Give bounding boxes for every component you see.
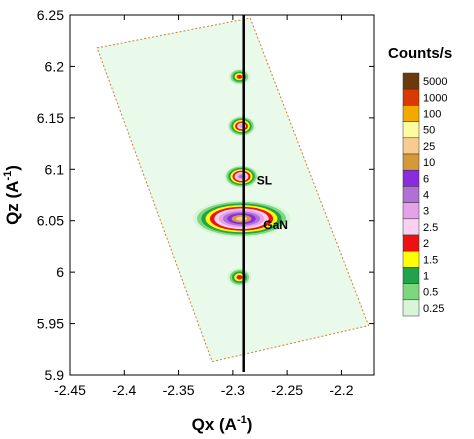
colorbar-label: 1.5 bbox=[423, 254, 438, 266]
colorbar-swatch bbox=[402, 169, 420, 187]
x-tick-label: -2.3 bbox=[221, 382, 245, 398]
y-tick-label: 6.1 bbox=[45, 161, 65, 177]
colorbar-swatch bbox=[402, 186, 420, 203]
y-tick-label: 5.95 bbox=[37, 316, 64, 332]
colorbar-label: 2 bbox=[423, 238, 429, 250]
colorbar-swatch bbox=[402, 153, 420, 171]
colorbar-label: 2.5 bbox=[423, 222, 438, 234]
y-tick-label: 6.2 bbox=[45, 58, 65, 74]
colorbar-swatch bbox=[402, 202, 420, 220]
y-axis: 5.9 5.95 6 6.05 6.1 6.15 6.2 6.25 bbox=[37, 7, 374, 383]
colorbar-swatch bbox=[402, 299, 420, 317]
y-axis-title-main: Qz (A bbox=[3, 181, 22, 225]
y-tick-label: 6.25 bbox=[37, 7, 64, 23]
annotations: SL GaN bbox=[257, 174, 288, 232]
colorbar-swatch bbox=[402, 234, 420, 252]
colorbar-label: 5000 bbox=[423, 76, 447, 88]
colorbar-label: 1000 bbox=[423, 92, 447, 104]
peak bbox=[224, 165, 259, 188]
x-axis-title-sup: -1 bbox=[237, 414, 247, 426]
x-axis-title: Qx (A-1) bbox=[192, 414, 253, 434]
peak-contour bbox=[236, 275, 243, 280]
colorbar-swatch bbox=[402, 121, 420, 139]
y-tick-label: 6.05 bbox=[37, 213, 64, 229]
peak bbox=[192, 200, 291, 238]
plot-frame bbox=[69, 14, 375, 376]
colorbar-swatch bbox=[402, 283, 420, 301]
peak-contour bbox=[236, 74, 243, 79]
colorbar-label: 6 bbox=[423, 173, 429, 185]
x-axis-title-main: Qx (A bbox=[192, 415, 237, 434]
colorbar-swatch bbox=[402, 88, 420, 106]
colorbar-label: 0.25 bbox=[423, 303, 444, 315]
colorbar-swatch bbox=[402, 72, 420, 90]
x-axis-title-end: ) bbox=[247, 415, 253, 434]
peak bbox=[227, 268, 252, 287]
scan-region-boundary bbox=[96, 17, 370, 363]
peak-annotation: GaN bbox=[263, 218, 288, 232]
x-axis: -2.45 -2.4 -2.35 -2.3 -2.25 -2.2 bbox=[54, 15, 354, 398]
colorbar-swatch bbox=[402, 218, 420, 236]
x-tick-label: -2.45 bbox=[54, 382, 86, 398]
y-tick-label: 5.9 bbox=[45, 367, 65, 383]
colorbar-swatch bbox=[402, 250, 420, 268]
colorbar-label: 10 bbox=[423, 157, 435, 169]
colorbar-title: Counts/s bbox=[388, 45, 452, 62]
colorbar-label: 100 bbox=[423, 109, 441, 121]
colorbar-label: 4 bbox=[423, 190, 429, 202]
peak-contour bbox=[235, 216, 248, 221]
colorbar-legend: Counts/s 5000 1000 100 50 25 10 6 4 3 2.5 2 1.5 1 0.5… bbox=[388, 45, 452, 317]
peak bbox=[227, 115, 256, 137]
x-tick-label: -2.35 bbox=[163, 382, 195, 398]
y-axis-title-sup: -1 bbox=[2, 171, 14, 181]
colorbar-label: 25 bbox=[423, 141, 435, 153]
colorbar-swatch bbox=[402, 137, 420, 155]
x-tick-label: -2.4 bbox=[112, 382, 136, 398]
peak bbox=[228, 68, 251, 85]
colorbar-swatch bbox=[402, 105, 420, 122]
scan-region bbox=[96, 17, 370, 363]
x-tick-label: -2.2 bbox=[329, 382, 353, 398]
intensity-peaks bbox=[192, 68, 291, 287]
colorbar-label: 0.5 bbox=[423, 287, 438, 299]
y-axis-title-end: ) bbox=[3, 165, 22, 171]
colorbar-label: 3 bbox=[423, 206, 429, 218]
x-tick-label: -2.25 bbox=[271, 382, 303, 398]
y-axis-title: Qz (A-1) bbox=[2, 165, 22, 225]
colorbar-swatch bbox=[402, 267, 420, 284]
y-tick-label: 6 bbox=[56, 264, 64, 280]
colorbar-label: 1 bbox=[423, 271, 429, 283]
peak-annotation: SL bbox=[257, 174, 272, 188]
y-tick-label: 6.15 bbox=[37, 110, 64, 126]
colorbar-label: 50 bbox=[423, 125, 435, 137]
